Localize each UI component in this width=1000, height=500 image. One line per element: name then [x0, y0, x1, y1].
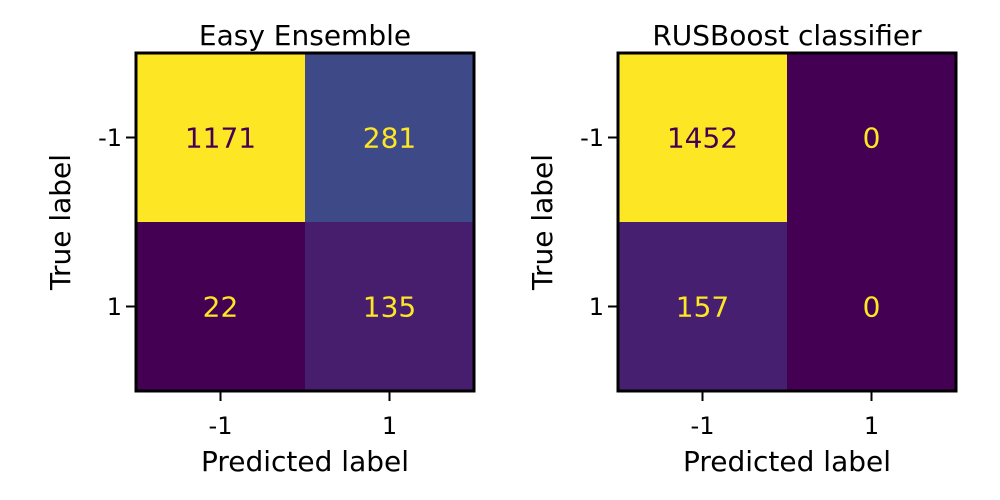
matrix-cell: [305, 53, 474, 222]
x-axis-label: Predicted label: [201, 445, 409, 478]
x-axis-label: Predicted label: [683, 445, 891, 478]
x-tick-label: -1: [691, 412, 715, 440]
x-ticks: -1 1: [691, 391, 879, 440]
matrix-cell: [618, 222, 787, 391]
panel-title: Easy Ensemble: [199, 19, 411, 52]
panel-title: RUSBoost classifier: [652, 19, 922, 52]
cell-value-label: 281: [363, 122, 416, 155]
y-tick-label: -1: [580, 124, 604, 152]
y-axis-label: True label: [44, 154, 77, 291]
cell-value-label: 135: [363, 291, 416, 324]
matrix-cell: [136, 222, 305, 391]
confusion-matrix-panel-easy-ensemble: 1171 281 22 135 Easy Ensemble -1 1 -1 1 Pre…: [44, 19, 476, 478]
cell-value-label: 0: [863, 122, 881, 155]
matrix-cell: [305, 222, 474, 391]
matrix-cell: [136, 53, 305, 222]
y-ticks: -1 1: [580, 124, 618, 321]
matrix-cell: [618, 53, 787, 222]
cell-value-label: 1171: [185, 122, 256, 155]
x-tick-label: -1: [209, 412, 233, 440]
matrix-cell: [787, 53, 956, 222]
matrix-cells: 1171 281 22 135: [136, 53, 474, 391]
y-tick-label: -1: [98, 124, 122, 152]
x-ticks: -1 1: [209, 391, 397, 440]
matrix-cell: [787, 222, 956, 391]
x-tick-label: 1: [382, 412, 397, 440]
y-ticks: -1 1: [98, 124, 136, 321]
y-tick-label: 1: [589, 293, 604, 321]
x-tick-label: 1: [864, 412, 879, 440]
matrix-cells: 1452 0 157 0: [618, 53, 956, 391]
axes-frame: [616, 51, 958, 393]
cell-value-label: 157: [676, 291, 729, 324]
cell-value-label: 22: [203, 291, 239, 324]
y-tick-label: 1: [107, 293, 122, 321]
cell-value-label: 0: [863, 291, 881, 324]
cell-value-label: 1452: [667, 122, 738, 155]
axes-frame: [134, 51, 476, 393]
y-axis-label: True label: [526, 154, 559, 291]
